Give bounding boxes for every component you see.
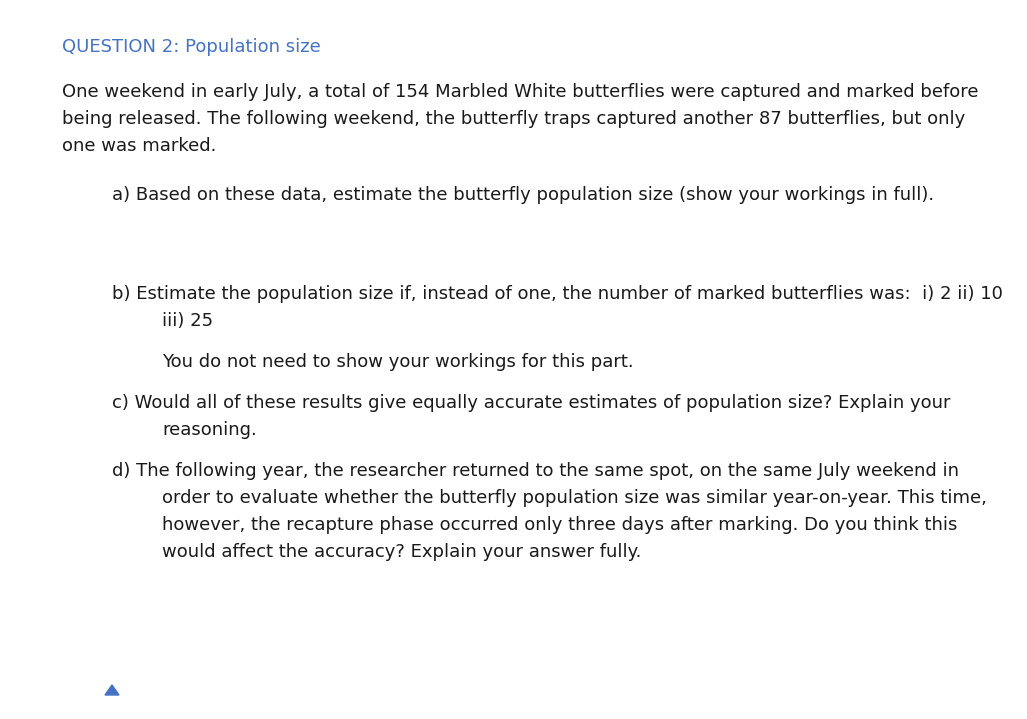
Text: however, the recapture phase occurred only three days after marking. Do you thin: however, the recapture phase occurred on… (162, 516, 957, 534)
Text: You do not need to show your workings for this part.: You do not need to show your workings fo… (162, 353, 634, 371)
Text: iii) 25: iii) 25 (162, 312, 214, 330)
Polygon shape (105, 685, 119, 695)
Text: would affect the accuracy? Explain your answer fully.: would affect the accuracy? Explain your … (162, 543, 642, 561)
Text: reasoning.: reasoning. (162, 421, 257, 439)
Text: c) Would all of these results give equally accurate estimates of population size: c) Would all of these results give equal… (112, 394, 951, 412)
Text: one was marked.: one was marked. (62, 137, 217, 155)
Text: b) Estimate the population size if, instead of one, the number of marked butterf: b) Estimate the population size if, inst… (112, 285, 1003, 303)
Text: order to evaluate whether the butterfly population size was similar year-on-year: order to evaluate whether the butterfly … (162, 489, 987, 507)
Text: QUESTION 2: Population size: QUESTION 2: Population size (62, 38, 320, 56)
Text: being released. The following weekend, the butterfly traps captured another 87 b: being released. The following weekend, t… (62, 110, 965, 128)
Text: d) The following year, the researcher returned to the same spot, on the same Jul: d) The following year, the researcher re… (112, 462, 959, 480)
Text: One weekend in early July, a total of 154 Marbled White butterflies were capture: One weekend in early July, a total of 15… (62, 83, 979, 101)
Text: a) Based on these data, estimate the butterfly population size (show your workin: a) Based on these data, estimate the but… (112, 186, 935, 204)
